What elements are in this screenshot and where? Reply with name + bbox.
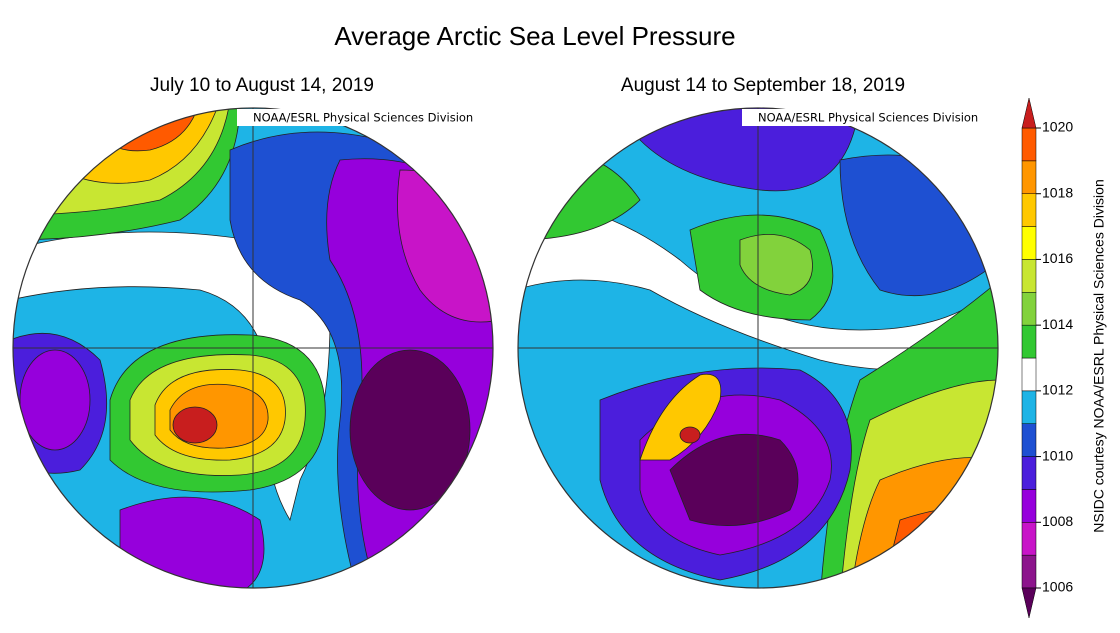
map-border [517, 107, 999, 589]
colorbar-band [1021, 390, 1037, 424]
colorbar-band [1021, 423, 1037, 457]
map-subtitle: July 10 to August 14, 2019 [150, 75, 374, 96]
side-credit: NSIDC courtesy NOAA/ESRL Physical Scienc… [1091, 179, 1107, 533]
colorbar-band [1021, 193, 1037, 227]
map-subtitle: August 14 to September 18, 2019 [621, 75, 905, 96]
colorbar-arrow [1021, 97, 1037, 129]
colorbar: 1006 1008 1010 1012 1014 1016 1018 1020 [1021, 97, 1073, 619]
colorbar-tick-label: 1008 [1042, 513, 1073, 529]
colorbar-band [1021, 324, 1037, 359]
colorbar-band [1021, 489, 1037, 523]
colorbar-band [1021, 259, 1037, 293]
colorbar-band [1021, 357, 1037, 392]
colorbar-tick-label: 1018 [1042, 184, 1073, 200]
credit-box [237, 109, 492, 126]
colorbar-tick-label: 1006 [1042, 579, 1073, 595]
colorbar-tick-label: 1012 [1042, 382, 1073, 398]
colorbar-tick-label: 1016 [1042, 250, 1073, 266]
colorbar-tick-label: 1010 [1042, 447, 1073, 463]
credit-box [742, 109, 997, 126]
map-credit: NOAA/ESRL Physical Sciences Division [758, 111, 978, 125]
colorbar-band [1021, 554, 1037, 589]
colorbar-tick-label: 1020 [1042, 119, 1073, 135]
colorbar-band [1021, 292, 1037, 326]
left-map [13, 108, 493, 588]
right-map [518, 108, 998, 588]
colorbar-band [1021, 160, 1037, 194]
colorbar-tick-label: 1014 [1042, 316, 1073, 332]
colorbar-band [1021, 522, 1037, 556]
colorbar-band [1021, 226, 1037, 260]
colorbar-band [1021, 127, 1037, 162]
map-credit: NOAA/ESRL Physical Sciences Division [253, 111, 473, 125]
title: Average Arctic Sea Level Pressure [334, 21, 735, 51]
colorbar-arrow [1021, 587, 1037, 619]
colorbar-band [1021, 456, 1037, 490]
map-border [12, 107, 494, 589]
